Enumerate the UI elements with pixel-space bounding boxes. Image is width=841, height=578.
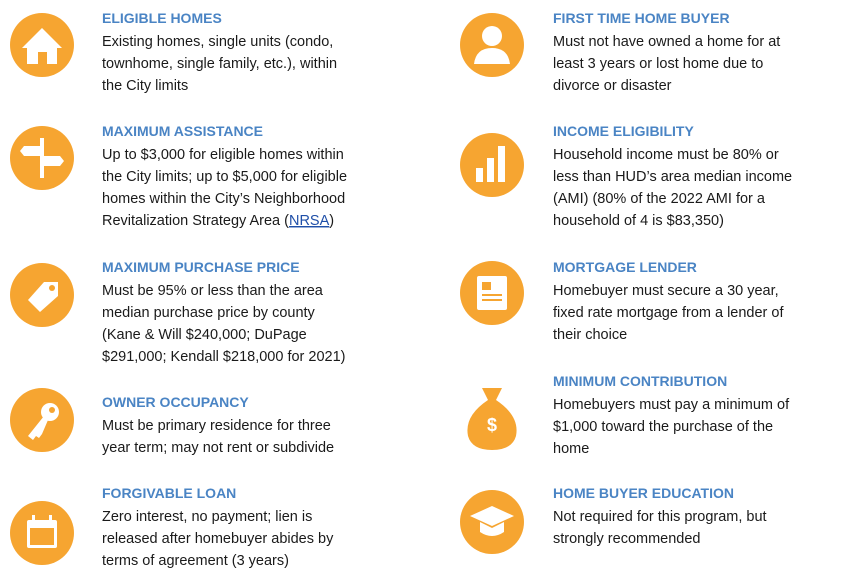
text-part: Revitalization Strategy Area ( — [102, 213, 289, 229]
item-title: MAXIMUM PURCHASE PRICE — [102, 259, 300, 275]
item-title: MAXIMUM ASSISTANCE — [102, 123, 263, 139]
icon-bar-chart — [460, 133, 524, 197]
item-text: less than HUD’s area median income — [553, 169, 792, 185]
item-text: the City limits — [102, 78, 188, 94]
item-title: INCOME ELIGIBILITY — [553, 123, 694, 139]
item-text: fixed rate mortgage from a lender of — [553, 305, 784, 321]
svg-text:$: $ — [487, 415, 497, 435]
item-text: least 3 years or lost home due to — [553, 56, 763, 72]
item-text: Must be 95% or less than the area — [102, 283, 324, 299]
item-text: $291,000; Kendall $218,000 for 2021) — [102, 349, 345, 365]
icon-graduation-cap — [460, 490, 524, 554]
item-title: FORGIVABLE LOAN — [102, 485, 236, 501]
item-text: homes within the City’s Neighborhood — [102, 191, 345, 207]
item-text: Revitalization Strategy Area (NRSA) — [102, 213, 334, 229]
item-text: Not required for this program, but — [553, 509, 767, 525]
item-title: MINIMUM CONTRIBUTION — [553, 373, 727, 389]
item-text: Homebuyers must pay a minimum of — [553, 397, 790, 413]
item-text: divorce or disaster — [553, 78, 672, 94]
item-text: Household income must be 80% or — [553, 147, 779, 163]
item-title: HOME BUYER EDUCATION — [553, 485, 734, 501]
icon-person — [460, 13, 524, 77]
icon-home — [10, 13, 74, 77]
item-text: Zero interest, no payment; lien is — [102, 509, 312, 525]
item-title: ELIGIBLE HOMES — [102, 10, 222, 26]
icon-calendar — [10, 501, 74, 565]
item-title: MORTGAGE LENDER — [553, 259, 697, 275]
item-text: $1,000 toward the purchase of the — [553, 419, 773, 435]
item-text: household of 4 is $83,350) — [553, 213, 724, 229]
item-text: year term; may not rent or subdivide — [102, 440, 334, 456]
item-text: median purchase price by county — [102, 305, 316, 321]
item-text: (Kane & Will $240,000; DuPage — [102, 327, 307, 343]
icon-document — [460, 261, 524, 325]
item-text: released after homebuyer abides by — [102, 531, 334, 547]
item-text: terms of agreement (3 years) — [102, 553, 289, 569]
item-text: townhome, single family, etc.), within — [102, 56, 337, 72]
icon-money-bag: $ — [467, 388, 517, 450]
item-text: (AMI) (80% of the 2022 AMI for a — [553, 191, 766, 207]
icon-tag — [10, 263, 74, 327]
item-text: Up to $3,000 for eligible homes within — [102, 147, 344, 163]
link[interactable]: NRSA — [289, 213, 330, 229]
item-title: OWNER OCCUPANCY — [102, 394, 249, 410]
item-text: their choice — [553, 327, 627, 343]
icon-key — [10, 388, 74, 452]
icon-signpost — [10, 126, 74, 190]
item-text: Must be primary residence for three — [102, 418, 331, 434]
item-text: the City limits; up to $5,000 for eligib… — [102, 169, 347, 185]
item-text: home — [553, 441, 589, 457]
item-text: Must not have owned a home for at — [553, 34, 780, 50]
item-text: Existing homes, single units (condo, — [102, 34, 333, 50]
item-title: FIRST TIME HOME BUYER — [553, 10, 730, 26]
text-part: ) — [329, 213, 334, 229]
item-text: Homebuyer must secure a 30 year, — [553, 283, 779, 299]
item-text: strongly recommended — [553, 531, 701, 547]
